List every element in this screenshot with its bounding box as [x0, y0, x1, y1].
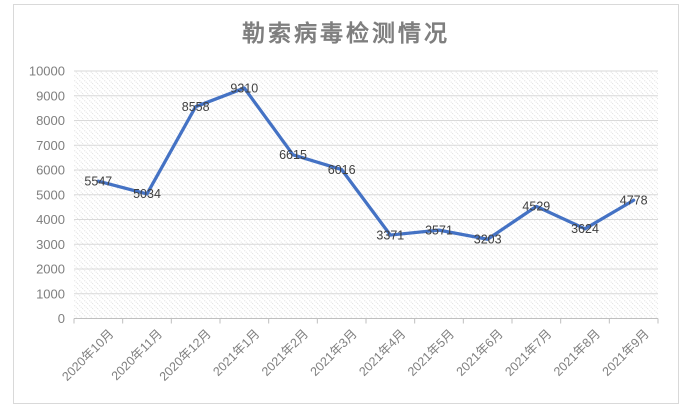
y-tick-label: 6000 — [36, 163, 65, 178]
data-label: 3571 — [425, 223, 453, 237]
data-label: 9310 — [230, 81, 258, 95]
x-tick-label: 2021年8月 — [551, 327, 603, 379]
x-tick-label: 2020年12月 — [157, 327, 214, 384]
chart-frame[interactable]: 勒索病毒检测情况 0 1000 2000 3000 4000 5000 6000 7000 80… — [13, 4, 679, 404]
data-label: 3203 — [474, 232, 502, 246]
x-tick-label: 2021年2月 — [259, 327, 311, 379]
x-tick-label: 2021年3月 — [308, 327, 360, 379]
x-tick-label: 2021年4月 — [356, 327, 408, 379]
y-tick-label: 0 — [58, 311, 65, 326]
x-tick-label: 2021年6月 — [454, 327, 506, 379]
x-tick-label: 2021年9月 — [600, 327, 652, 379]
data-label: 6016 — [328, 163, 356, 177]
chart-title: 勒索病毒检测情况 — [242, 20, 450, 46]
y-tick-label: 7000 — [36, 138, 65, 153]
x-tick-label: 2020年10月 — [59, 327, 116, 384]
x-axis-labels: 2020年10月2020年11月2020年12月2021年1月2021年2月20… — [59, 327, 651, 384]
series-line — [96, 86, 636, 241]
data-label: 4529 — [522, 200, 550, 214]
data-label: 5547 — [84, 174, 112, 188]
x-tick-label: 2021年5月 — [405, 327, 457, 379]
line-chart-plot: 0 1000 2000 3000 4000 5000 6000 7000 8000 9000 100… — [29, 64, 659, 384]
y-tick-label: 2000 — [36, 262, 65, 277]
data-label: 8558 — [182, 100, 210, 114]
data-label: 5034 — [133, 187, 161, 201]
data-labels: 5547 5034 8558 9310 6615 6016 3371 3571 3203 4529… — [84, 81, 647, 246]
data-label: 3371 — [376, 228, 404, 242]
data-label: 3624 — [571, 222, 599, 236]
x-tick-label: 2021年7月 — [502, 327, 554, 379]
x-tick-label: 2021年1月 — [210, 327, 262, 379]
y-tick-label: 5000 — [36, 187, 65, 202]
y-tick-label: 10000 — [29, 64, 65, 79]
y-axis-labels: 0 1000 2000 3000 4000 5000 6000 7000 8000 9000 100… — [29, 64, 65, 327]
gridlines — [74, 70, 658, 319]
y-tick-label: 4000 — [36, 212, 65, 227]
y-tick-label: 9000 — [36, 88, 65, 103]
y-tick-label: 1000 — [36, 286, 65, 301]
y-tick-label: 3000 — [36, 237, 65, 252]
y-tick-label: 8000 — [36, 113, 65, 128]
data-label: 6615 — [279, 148, 307, 162]
x-axis-ticks — [73, 318, 659, 324]
data-label: 4778 — [620, 193, 648, 207]
